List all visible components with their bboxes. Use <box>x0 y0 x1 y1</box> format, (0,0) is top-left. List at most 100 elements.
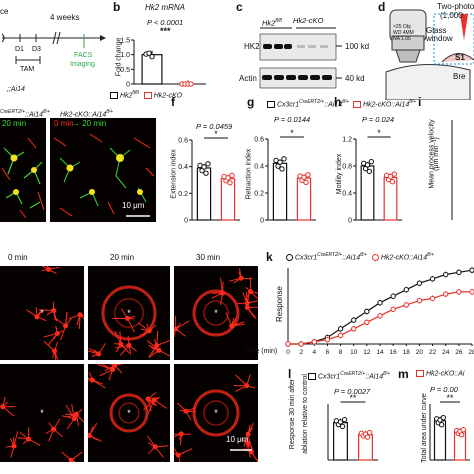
data-point <box>351 326 357 332</box>
soma <box>151 397 157 403</box>
process <box>65 404 75 419</box>
soma <box>245 440 251 446</box>
data-point <box>281 156 287 162</box>
x-tick-label: 12 <box>363 349 371 356</box>
panel-l-letter: l <box>288 367 292 381</box>
soma <box>175 452 181 458</box>
data-point <box>377 313 383 319</box>
ablation-site: * <box>40 308 44 318</box>
timelapse-ctrl-0min: * <box>0 266 84 360</box>
ablation-ring <box>101 285 157 341</box>
ablation-ring-inner <box>118 402 140 424</box>
process <box>174 452 179 456</box>
panel-g-legend-swatch <box>267 100 275 108</box>
soma <box>126 342 132 348</box>
ablation-ring <box>192 289 240 337</box>
microglia-ctrl-cells <box>1 137 45 219</box>
data-point <box>298 341 304 347</box>
hk2-bands <box>263 44 292 49</box>
panel-d-letter: d <box>378 0 386 14</box>
kda-40: 40 kd <box>345 74 365 83</box>
panel-l-legend: Cx3cr1CreERT2/+::Ai14fl/+ <box>308 370 390 381</box>
process <box>235 374 248 386</box>
bar <box>296 177 312 221</box>
panel-c-letter: c <box>236 0 243 14</box>
soma <box>0 404 6 410</box>
data-point <box>337 326 344 332</box>
band-label-hk2: HK2 <box>244 42 260 51</box>
bar <box>360 165 375 221</box>
panel-m-pvalue: P = 0.00 <box>430 385 458 394</box>
x-tick-label: 28 <box>468 349 474 356</box>
ablation-ring <box>109 393 149 433</box>
bar <box>272 162 288 221</box>
x-tick-label: 0 <box>286 349 290 356</box>
timeline-mouse: ;;Ai14 <box>0 86 32 93</box>
data-point <box>416 280 423 286</box>
panel-h-legend-swatch <box>353 100 361 108</box>
panel-k-letter: k <box>266 250 273 264</box>
panel-c-blot <box>259 27 342 89</box>
panel-m-chart: ** <box>429 393 470 461</box>
legend-ctrl-label: Hk2 <box>119 92 133 100</box>
timeline-graphic <box>1 31 106 64</box>
soma <box>118 341 124 347</box>
data-point <box>403 302 409 308</box>
bar <box>196 167 212 221</box>
panel-d-s1: S1 <box>455 53 465 62</box>
soma <box>63 323 69 329</box>
x-tick-label: 22 <box>429 349 437 356</box>
process <box>146 339 160 351</box>
timelapse-scale: 10 μm <box>226 435 249 444</box>
panel-b-ylabel: Fold change <box>115 37 123 77</box>
data-point <box>387 173 394 180</box>
panel-i-ylabel2: (μm min⁻¹) <box>432 137 440 171</box>
panel-l-chart: ** <box>327 393 378 461</box>
process <box>13 431 19 447</box>
panel-g-letter: g <box>247 95 255 109</box>
timeline-prefix: ce <box>0 7 9 16</box>
microglia-cells: * <box>174 374 258 462</box>
panel-g-legend: Cx3cr1CreERT2/+::Ai14fl/+ <box>267 98 349 109</box>
data-point <box>225 175 231 181</box>
microglia-image-ko: 0 min → 20 min 10 μm <box>50 118 156 222</box>
x-tick-label: 6 <box>326 349 330 356</box>
legend-ctrl-sup: fl/fl <box>132 90 139 96</box>
y-tick-label: 1.5 <box>120 38 130 45</box>
soma <box>174 326 179 332</box>
soma <box>110 367 116 373</box>
y-tick-label: 0 <box>184 218 188 225</box>
soma <box>238 275 244 281</box>
microglia-ko-time-20: → 20 min <box>72 119 107 128</box>
panel-d-schematic <box>385 9 474 100</box>
soma <box>51 426 57 432</box>
x-tick-label: 16 <box>390 349 398 356</box>
soma <box>96 351 102 357</box>
soma <box>54 330 60 336</box>
process <box>127 318 135 332</box>
timelapse-label-0: 0 min <box>8 253 28 262</box>
data-point <box>443 291 449 297</box>
data-point <box>351 317 357 323</box>
significance-star: * <box>290 128 294 138</box>
microglia-ko-cells <box>53 133 155 217</box>
process <box>100 364 113 370</box>
x-tick-label: 26 <box>455 349 463 356</box>
timelapse-label-30: 30 min <box>196 253 221 262</box>
bar <box>333 422 348 461</box>
soma <box>247 289 253 295</box>
panel-i-axis <box>451 120 453 220</box>
panel-g-pvalue: P = 0.0144 <box>274 115 311 124</box>
timelapse-ko-30min: * 10 μm <box>174 364 258 462</box>
data-point <box>456 269 462 276</box>
x-tick-label: 2 <box>299 349 303 356</box>
y-tick-label: 0.4 <box>178 164 188 171</box>
data-point <box>469 289 474 295</box>
data-point <box>460 427 466 433</box>
panel-d-obj-1: ×25 Obj <box>393 24 411 30</box>
soma <box>26 436 32 442</box>
y-tick-label: 0.4 <box>342 191 352 198</box>
panel-k-ylabel: Response <box>275 285 285 323</box>
data-point <box>285 341 291 347</box>
panel-f-pvalue: P = 0.0459 <box>196 122 233 131</box>
